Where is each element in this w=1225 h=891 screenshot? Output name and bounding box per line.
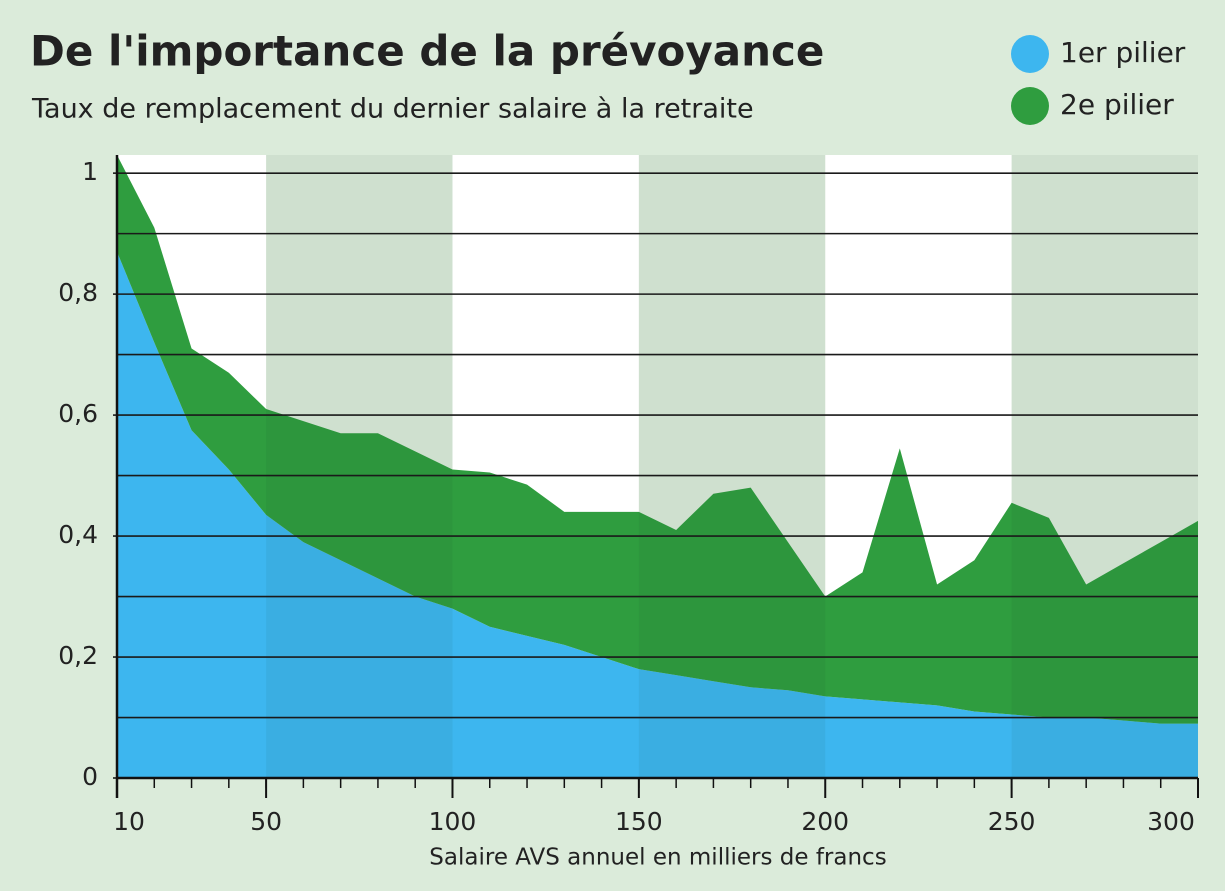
x-tick-label: 200 [801,807,849,836]
x-tick-label: 150 [615,807,663,836]
area [117,155,1198,724]
legend-swatch [1011,35,1049,73]
legend-label: 2e pilier [1060,88,1174,121]
x-axis-label: Salaire AVS annuel en milliers de francs [429,845,886,871]
y-tick-label: 0,6 [58,399,98,428]
y-tick-label: 1 [82,157,98,186]
chart-subtitle: Taux de remplacement du dernier salaire … [31,94,754,125]
x-tick-label: 10 [113,807,145,836]
legend-swatch [1011,87,1049,125]
y-tick-label: 0 [82,762,98,791]
x-tick-label: 300 [1147,807,1195,836]
band-tint [1011,155,1198,778]
y-tick-label: 0,2 [58,641,98,670]
chart-title: De l'importance de la prévoyance [30,27,824,76]
y-tick-label: 0,8 [58,278,98,307]
y-tick-label: 0,4 [58,520,98,549]
x-tick-label: 250 [988,807,1036,836]
area [117,251,1198,778]
band-tint [638,155,826,778]
x-tick-label: 50 [250,807,282,836]
band-tint [266,155,453,778]
legend-label: 1er pilier [1060,36,1186,69]
x-tick-label: 100 [429,807,477,836]
